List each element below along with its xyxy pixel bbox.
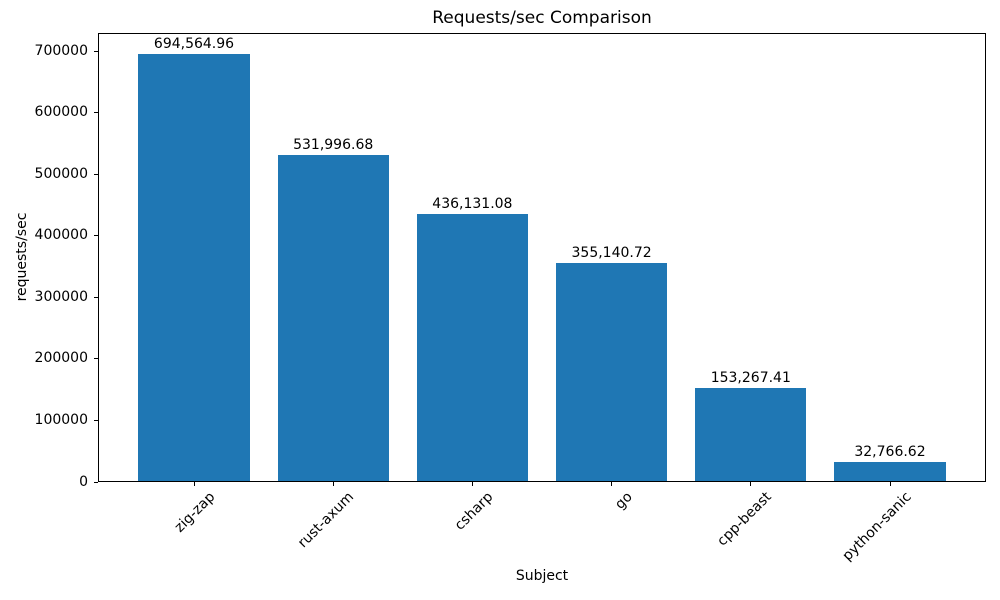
- y-tick-label: 500000: [34, 165, 88, 182]
- y-tick: [94, 296, 98, 298]
- bar: [834, 461, 946, 482]
- y-tick-label: 0: [79, 473, 88, 490]
- bar-value-label: 694,564.96: [153, 36, 235, 53]
- y-tick-label: 600000: [34, 104, 88, 121]
- x-tick-label: csharp: [452, 489, 497, 534]
- x-tick-label: go: [612, 489, 636, 513]
- bar: [695, 387, 807, 482]
- bar: [416, 213, 528, 482]
- x-tick: [193, 482, 195, 486]
- y-tick-label: 300000: [34, 288, 88, 305]
- y-tick-label: 400000: [34, 227, 88, 244]
- bar-value-label: 32,766.62: [854, 443, 926, 460]
- y-tick-label: 100000: [34, 411, 88, 428]
- x-tick-label: rust-axum: [295, 489, 358, 552]
- bar-value-label: 355,140.72: [571, 245, 652, 262]
- bar-value-label: 531,996.68: [293, 136, 374, 153]
- y-tick-label: 200000: [34, 350, 88, 367]
- y-tick: [94, 358, 98, 360]
- chart-title: Requests/sec Comparison: [432, 8, 652, 28]
- y-tick: [94, 481, 98, 483]
- y-tick: [94, 50, 98, 52]
- y-tick: [94, 235, 98, 237]
- y-tick: [94, 419, 98, 421]
- bar: [555, 263, 668, 482]
- y-tick: [94, 112, 98, 114]
- bar: [138, 54, 250, 482]
- bar: [277, 154, 389, 482]
- y-tick: [94, 173, 98, 175]
- x-tick-label: zig-zap: [171, 489, 219, 536]
- bar-value-label: 436,131.08: [432, 195, 513, 212]
- x-tick: [889, 482, 891, 486]
- x-tick-label: python-sanic: [839, 489, 915, 565]
- y-tick-label: 700000: [34, 42, 88, 59]
- x-tick: [611, 482, 613, 486]
- x-tick: [750, 482, 752, 486]
- x-tick: [332, 482, 334, 486]
- x-tick-label: cpp-beast: [714, 489, 776, 550]
- x-axis-label: Subject: [515, 568, 569, 584]
- x-tick: [471, 482, 473, 486]
- bar-value-label: 153,267.41: [710, 369, 791, 386]
